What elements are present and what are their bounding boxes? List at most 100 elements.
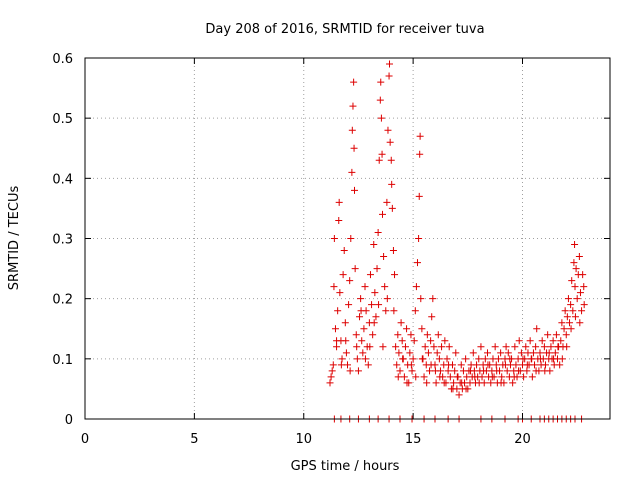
y-tick-label: 0.4 [52,172,73,187]
data-point [334,307,342,315]
data-point [458,379,466,387]
data-point [370,319,378,327]
data-point [550,355,558,363]
data-point [333,337,341,345]
data-point [357,307,365,315]
data-point [446,373,454,381]
data-point [515,337,523,345]
data-point [403,325,411,333]
data-point [567,325,575,333]
data-point [503,367,511,375]
data-point [399,355,407,363]
data-point [384,126,392,134]
data-point [415,192,423,200]
x-tick-label: 10 [295,432,312,447]
data-point [345,301,353,309]
data-point [528,355,536,363]
data-point [540,343,548,351]
data-points [326,60,588,423]
data-point [331,325,339,333]
data-point [379,210,386,218]
x-tick-label: 5 [190,432,198,447]
data-point [376,96,384,104]
data-point [337,361,345,369]
data-point [359,349,367,357]
data-point [411,307,419,315]
data-point [385,72,393,80]
data-point [353,343,361,351]
data-point [335,198,343,206]
data-point [561,307,569,315]
data-point [560,325,568,333]
data-point [509,379,517,387]
data-point [377,114,385,122]
data-point [387,156,395,164]
chart-title: Day 208 of 2016, SRMTID for receiver tuv… [205,22,484,37]
data-point [480,367,488,375]
data-point [477,343,485,351]
data-point [356,313,364,321]
data-point [408,367,416,375]
data-point [418,355,426,363]
data-point [361,283,369,291]
data-point [357,295,365,303]
data-point [547,343,555,351]
data-point [449,385,457,393]
x-tick-label: 15 [405,432,422,447]
data-point [372,313,380,321]
data-point [511,343,519,351]
data-point [457,361,465,369]
data-point [380,253,388,261]
data-point [414,259,421,267]
data-point [497,379,505,387]
data-point [368,301,376,309]
data-point [557,337,565,345]
data-point [416,132,424,140]
data-point [570,259,578,267]
data-point [551,349,559,357]
data-point [450,379,458,387]
data-point [352,331,360,339]
data-point [487,379,495,387]
data-point [562,331,570,339]
data-point [564,295,572,303]
data-point [536,349,544,357]
data-point [423,379,431,387]
data-point [510,373,518,381]
data-point [348,126,356,134]
data-point [484,349,491,357]
data-point [403,379,411,387]
data-point [428,313,436,321]
data-point [438,343,446,351]
data-point [398,337,406,345]
data-point [412,373,420,381]
data-point [481,355,489,363]
y-tick-label: 0.2 [52,293,73,308]
data-point [462,385,470,393]
data-point [395,349,403,357]
data-point [532,343,540,351]
data-point [423,331,431,339]
data-point [391,271,399,279]
data-point [556,361,564,369]
data-point [554,343,562,351]
data-point [484,361,492,369]
data-point [386,60,393,68]
data-point [371,289,379,297]
x-axis-title: GPS time / hours [291,459,400,474]
data-point [396,367,404,375]
data-point [494,355,502,363]
data-point [349,102,357,110]
data-point [381,283,389,291]
data-point [420,373,428,381]
data-point [407,361,415,369]
data-point [427,361,435,369]
data-point [549,337,557,345]
data-point [497,349,505,357]
data-point [466,367,474,375]
data-point [342,337,350,345]
data-point [575,253,583,261]
data-point [421,343,429,351]
data-point [375,301,383,309]
data-point [389,247,397,255]
